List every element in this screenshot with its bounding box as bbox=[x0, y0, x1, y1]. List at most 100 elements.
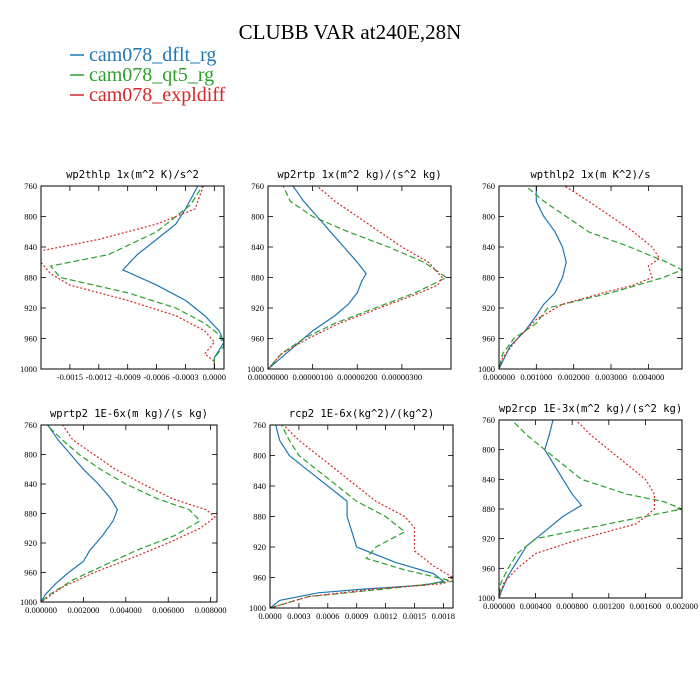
series-line-cam078_qt5_rg bbox=[499, 186, 682, 369]
y-tick-label: 840 bbox=[24, 242, 37, 252]
y-tick-label: 800 bbox=[482, 212, 495, 222]
series-line-cam078_dflt_rg bbox=[499, 186, 567, 369]
x-tick-label: 0.000000 bbox=[25, 605, 57, 615]
plot-area bbox=[41, 425, 216, 602]
series-line-cam078_expldiff bbox=[268, 186, 443, 369]
series-line-cam078_dflt_rg bbox=[41, 425, 118, 602]
y-tick-label: 1000 bbox=[478, 364, 495, 374]
plot-area bbox=[499, 420, 682, 598]
y-tick-label: 920 bbox=[24, 538, 37, 548]
y-tick-label: 1000 bbox=[20, 597, 37, 607]
y-tick-label: 880 bbox=[253, 512, 266, 522]
series-line-cam078_expldiff bbox=[499, 420, 656, 598]
x-tick-label: 0.0018 bbox=[432, 611, 455, 621]
y-tick-label: 840 bbox=[482, 242, 495, 252]
x-tick-label: 0.001000 bbox=[520, 372, 552, 382]
x-tick-label: 0.0000 bbox=[203, 372, 226, 382]
y-tick-label: 840 bbox=[251, 242, 264, 252]
y-tick-label: 760 bbox=[251, 181, 264, 191]
series-line-cam078_expldiff bbox=[41, 425, 216, 602]
series-line-cam078_expldiff bbox=[41, 186, 216, 369]
panel-title: wp2rcp 1E-3x(m^2 kg)/(s^2 kg) bbox=[499, 403, 682, 415]
series-line-cam078_dflt_rg bbox=[499, 420, 583, 598]
x-tick-label: 0.002000 bbox=[558, 372, 590, 382]
y-tick-label: 880 bbox=[251, 273, 264, 283]
x-tick-label: 0.0012 bbox=[374, 611, 397, 621]
x-tick-label: -0.0009 bbox=[115, 372, 141, 382]
x-tick-label: -0.0012 bbox=[86, 372, 112, 382]
y-tick-label: 920 bbox=[482, 534, 495, 544]
panel-3: wpthlp2 1x(m K^2)/s 760 800 840 880 920 960 100… bbox=[478, 169, 683, 382]
x-tick-label: 0.004000 bbox=[110, 605, 142, 615]
y-tick-label: 960 bbox=[24, 334, 37, 344]
y-tick-label: 1000 bbox=[247, 364, 264, 374]
panel-title: wp2rtp 1x(m^2 kg)/(s^2 kg) bbox=[277, 169, 441, 181]
x-tick-label: 0.0000 bbox=[258, 611, 281, 621]
y-tick-label: 760 bbox=[24, 420, 37, 430]
x-tick-label: 0.004000 bbox=[632, 372, 664, 382]
x-tick-label: 0.000000 bbox=[483, 372, 515, 382]
legend-label: cam078_dflt_rg bbox=[89, 44, 216, 66]
series-line-cam078_expldiff bbox=[499, 186, 661, 369]
y-tick-label: 840 bbox=[24, 479, 37, 489]
series-line-cam078_expldiff bbox=[270, 425, 453, 608]
y-tick-label: 920 bbox=[251, 303, 264, 313]
y-tick-label: 800 bbox=[482, 445, 495, 455]
y-tick-label: 920 bbox=[24, 303, 37, 313]
x-tick-label: 0.0006 bbox=[316, 611, 339, 621]
legend: cam078_dflt_rg cam078_qt5_rg cam078_expl… bbox=[70, 44, 226, 106]
y-tick-label: 760 bbox=[482, 415, 495, 425]
y-tick-label: 760 bbox=[24, 181, 37, 191]
legend-entry: cam078_dflt_rg bbox=[70, 44, 216, 66]
legend-entry: cam078_qt5_rg bbox=[70, 64, 214, 86]
legend-entry: cam078_expldiff bbox=[70, 84, 226, 106]
x-tick-label: 0.0009 bbox=[345, 611, 368, 621]
x-tick-label: 0.0015 bbox=[403, 611, 426, 621]
y-tick-label: 800 bbox=[24, 450, 37, 460]
legend-label: cam078_qt5_rg bbox=[89, 64, 214, 86]
axes-frame bbox=[498, 185, 683, 370]
y-tick-label: 880 bbox=[482, 504, 495, 514]
x-tick-label: 0.00000300 bbox=[382, 372, 422, 382]
y-tick-label: 760 bbox=[482, 181, 495, 191]
x-tick-label: 0.00000200 bbox=[337, 372, 377, 382]
series-line-cam078_qt5_rg bbox=[268, 186, 448, 369]
plot-area bbox=[268, 186, 448, 369]
panel-4: wprtp2 1E-6x(m kg)/(s kg) 760 800 840 880 920… bbox=[20, 408, 227, 615]
panel-grid: wp2thlp 1x(m^2 K)/s^2 760 800 840 880 920 960 1… bbox=[20, 169, 698, 621]
series-line-cam078_dflt_rg bbox=[121, 186, 224, 369]
x-tick-label: 0.006000 bbox=[152, 605, 184, 615]
plot-area bbox=[499, 186, 682, 369]
figure-title: CLUBB VAR at240E,28N bbox=[239, 20, 462, 44]
y-tick-label: 800 bbox=[24, 212, 37, 222]
series-line-cam078_qt5_rg bbox=[270, 425, 453, 608]
panel-title: rcp2 1E-6x(kg^2)/(kg^2) bbox=[289, 408, 434, 420]
x-tick-label: 0.001200 bbox=[593, 601, 625, 611]
y-tick-label: 880 bbox=[24, 273, 37, 283]
panel-5: rcp2 1E-6x(kg^2)/(kg^2) 760 800 840 880 920 96… bbox=[249, 408, 455, 621]
y-tick-label: 960 bbox=[482, 563, 495, 573]
y-tick-label: 800 bbox=[253, 451, 266, 461]
x-tick-label: 0.000400 bbox=[520, 601, 552, 611]
x-tick-label: 0.000800 bbox=[556, 601, 588, 611]
y-tick-label: 920 bbox=[253, 542, 266, 552]
y-tick-label: 880 bbox=[24, 509, 37, 519]
y-tick-label: 1000 bbox=[478, 593, 495, 603]
y-tick-label: 1000 bbox=[20, 364, 37, 374]
y-tick-label: 840 bbox=[253, 481, 266, 491]
y-tick-label: 800 bbox=[251, 212, 264, 222]
series-line-cam078_qt5_rg bbox=[41, 425, 201, 602]
series-line-cam078_qt5_rg bbox=[499, 420, 682, 598]
x-tick-label: -0.0015 bbox=[57, 372, 83, 382]
panel-title: wprtp2 1E-6x(m kg)/(s kg) bbox=[50, 408, 208, 420]
panel-title: wp2thlp 1x(m^2 K)/s^2 bbox=[66, 169, 199, 181]
panel-6: wp2rcp 1E-3x(m^2 kg)/(s^2 kg) 760 800 840 88… bbox=[478, 403, 698, 611]
series-line-cam078_qt5_rg bbox=[49, 186, 224, 369]
y-tick-label: 840 bbox=[482, 474, 495, 484]
x-tick-label: 0.003000 bbox=[595, 372, 627, 382]
y-tick-label: 960 bbox=[251, 334, 264, 344]
plot-area bbox=[41, 186, 224, 369]
x-tick-label: 0.001600 bbox=[629, 601, 661, 611]
x-tick-label: 0.0003 bbox=[287, 611, 310, 621]
